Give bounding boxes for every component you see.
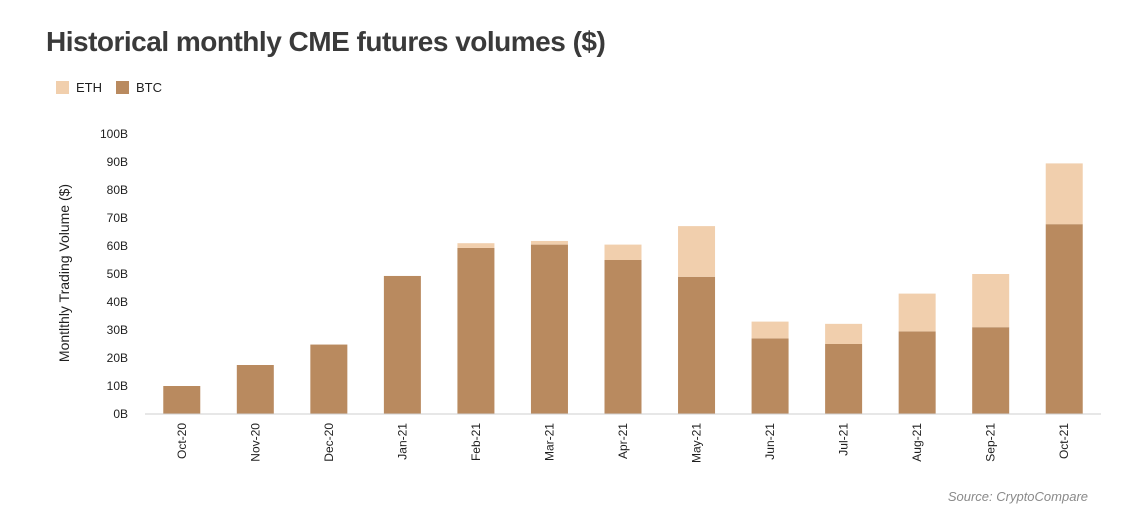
bars bbox=[163, 163, 1083, 414]
x-tick-label: Aug-21 bbox=[910, 423, 924, 462]
bar-btc-mar-21 bbox=[530, 244, 568, 414]
y-tick-label: 10B bbox=[107, 379, 128, 393]
x-tick-label: Nov-20 bbox=[248, 423, 262, 462]
x-tick-label: Feb-21 bbox=[469, 423, 483, 461]
legend-item-eth: ETH bbox=[56, 80, 102, 95]
bar-eth-oct-21 bbox=[1045, 163, 1083, 225]
legend-label-btc: BTC bbox=[136, 80, 162, 95]
y-tick-label: 60B bbox=[107, 239, 128, 253]
bar-btc-dec-20 bbox=[310, 344, 348, 414]
bar-eth-jul-21 bbox=[825, 323, 863, 344]
legend-label-eth: ETH bbox=[76, 80, 102, 95]
x-tick-label: Oct-21 bbox=[1057, 423, 1071, 459]
y-tick-label: 0B bbox=[113, 407, 128, 421]
legend-item-btc: BTC bbox=[116, 80, 162, 95]
x-tick-label: Jan-21 bbox=[395, 423, 409, 460]
bar-eth-aug-21 bbox=[898, 293, 936, 332]
x-tick-label: Mar-21 bbox=[542, 423, 556, 461]
y-tick-label: 40B bbox=[107, 295, 128, 309]
y-tick-label: 20B bbox=[107, 351, 128, 365]
x-tick-label: May-21 bbox=[690, 423, 704, 463]
x-axis-ticks: Oct-20 Nov-20 Dec-20 Jan-21 Feb-21 Mar-21 Apr-… bbox=[175, 423, 1071, 463]
legend-swatch-btc bbox=[116, 81, 129, 94]
bar-btc-may-21 bbox=[678, 276, 716, 414]
bar-btc-jan-21 bbox=[383, 275, 421, 414]
y-tick-label: 80B bbox=[107, 183, 128, 197]
bar-btc-jul-21 bbox=[825, 344, 863, 414]
y-axis-ticks: 0B 10B 20B 30B 40B 50B 60B 70B 80B 90B 100B bbox=[100, 127, 128, 421]
y-tick-label: 50B bbox=[107, 267, 128, 281]
x-tick-label: Jun-21 bbox=[763, 423, 777, 460]
bar-btc-jun-21 bbox=[751, 338, 789, 414]
x-tick-label: Oct-20 bbox=[175, 423, 189, 459]
bar-eth-sep-21 bbox=[972, 274, 1010, 328]
bar-btc-apr-21 bbox=[604, 260, 642, 414]
y-tick-label: 70B bbox=[107, 211, 128, 225]
x-tick-label: Sep-21 bbox=[984, 423, 998, 462]
bar-eth-mar-21 bbox=[530, 240, 568, 245]
bar-btc-sep-21 bbox=[972, 327, 1010, 414]
y-tick-label: 100B bbox=[100, 127, 128, 141]
bar-eth-jun-21 bbox=[751, 321, 789, 339]
bar-btc-nov-20 bbox=[236, 365, 274, 414]
bar-btc-oct-21 bbox=[1045, 224, 1083, 414]
x-tick-label: Apr-21 bbox=[616, 423, 630, 459]
x-tick-label: Dec-20 bbox=[322, 423, 336, 462]
bar-btc-oct-20 bbox=[163, 386, 201, 414]
bar-btc-aug-21 bbox=[898, 331, 936, 414]
bar-eth-feb-21 bbox=[457, 243, 495, 248]
chart-title: Historical monthly CME futures volumes (… bbox=[46, 26, 606, 57]
y-tick-label: 90B bbox=[107, 155, 128, 169]
x-tick-label: Jul-21 bbox=[837, 423, 851, 456]
y-tick-label: 30B bbox=[107, 323, 128, 337]
source-note: Source: CryptoCompare bbox=[947, 489, 1088, 504]
bar-eth-may-21 bbox=[678, 226, 716, 277]
legend-swatch-eth bbox=[56, 81, 69, 94]
bar-eth-apr-21 bbox=[604, 244, 642, 260]
legend: ETH BTC bbox=[56, 80, 176, 95]
y-axis-label: Montlthly Trading Volume ($) bbox=[56, 184, 72, 362]
bar-btc-feb-21 bbox=[457, 247, 495, 414]
